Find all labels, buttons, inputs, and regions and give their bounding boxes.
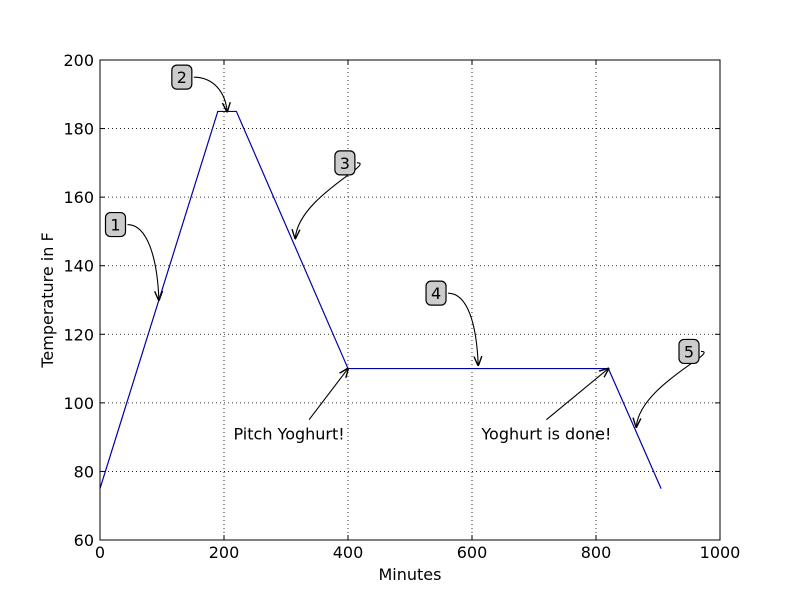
x-tick-label: 200	[209, 543, 240, 562]
y-tick-label: 60	[74, 531, 94, 550]
annotation-arrow	[636, 350, 705, 426]
callout-badge	[334, 150, 356, 176]
callout-badge	[171, 64, 193, 90]
annotation-arrow	[193, 76, 227, 111]
callout-number: 5	[684, 342, 694, 361]
callout-badge	[425, 280, 447, 306]
plot-frame	[99, 59, 721, 541]
callout-badge	[678, 338, 700, 365]
callout-4: 4	[425, 280, 478, 365]
grid	[100, 60, 720, 540]
annotation-arrow	[308, 369, 348, 421]
series-layer	[99, 110, 662, 489]
x-tick-label: 600	[457, 543, 488, 562]
y-axis-title: Temperature in F	[38, 232, 57, 368]
x-tick-label: 800	[581, 543, 612, 562]
annotation-arrow	[546, 369, 608, 421]
annotation-arrow	[448, 292, 478, 365]
callout-number: 3	[340, 154, 350, 173]
annotation-text: Yoghurt is done!	[480, 425, 611, 444]
callout-3: 3	[295, 150, 361, 238]
y-tick-label: 120	[63, 325, 94, 344]
annotations: 1 2 3 4 5 Pitch Yoghurt! Yoghurt is done!	[104, 64, 705, 444]
x-axis-title: Minutes	[379, 565, 442, 584]
y-tick-label: 200	[63, 51, 94, 70]
y-tick-label: 140	[63, 257, 94, 276]
y-tick-label: 180	[63, 120, 94, 139]
callout-number: 2	[177, 68, 187, 87]
annotation-text: Pitch Yoghurt!	[234, 425, 345, 444]
callout-badge	[104, 211, 127, 238]
callout-number: 1	[110, 216, 120, 235]
callout-number: 4	[431, 284, 441, 303]
y-tick-label: 160	[63, 188, 94, 207]
annotation-arrow	[295, 162, 361, 238]
temperature-line	[99, 110, 662, 489]
x-tick-label: 400	[333, 543, 364, 562]
annotation: Pitch Yoghurt!	[234, 369, 348, 444]
callout-1: 1	[104, 211, 159, 300]
annotation: Yoghurt is done!	[480, 369, 611, 444]
y-tick-label: 80	[74, 462, 94, 481]
y-tick-label: 100	[63, 394, 94, 413]
axis-ticks: 0 200 400 600 800 1000 60 80 100 120 140 160 180 200	[63, 51, 740, 562]
annotation-arrow	[127, 224, 159, 300]
x-tick-label: 0	[95, 543, 105, 562]
callout-5: 5	[636, 338, 705, 426]
x-tick-label: 1000	[700, 543, 741, 562]
callout-2: 2	[171, 64, 227, 111]
